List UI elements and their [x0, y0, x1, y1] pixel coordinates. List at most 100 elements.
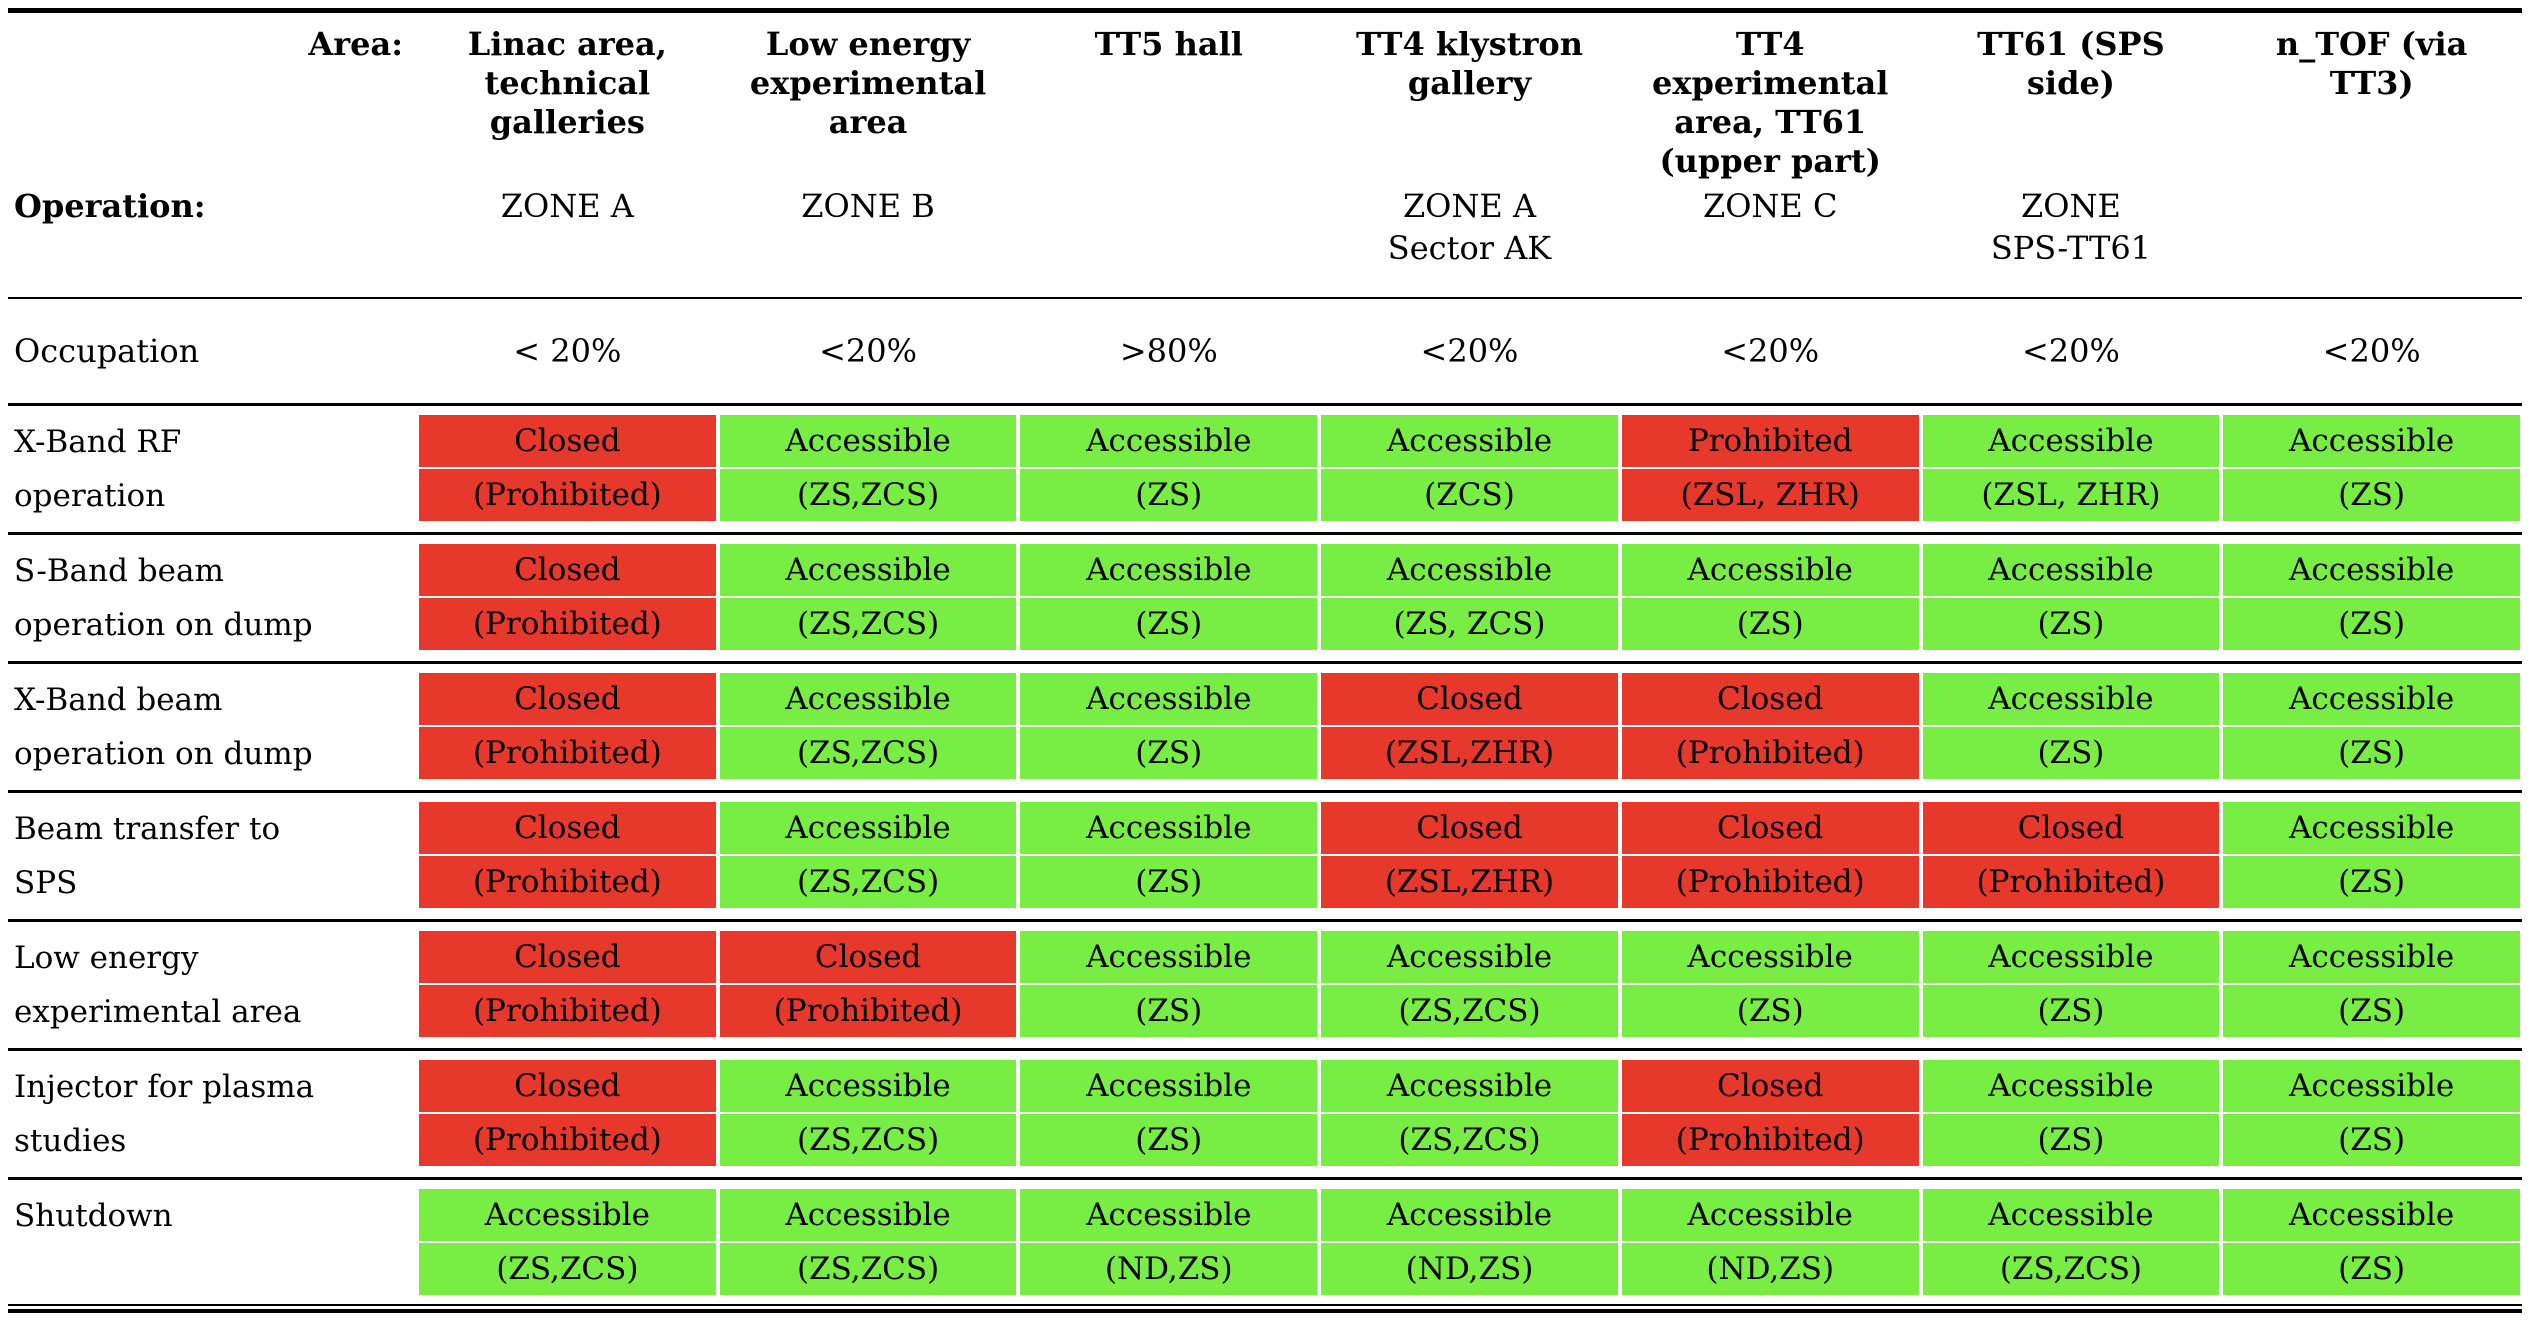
row-rule	[8, 1177, 2522, 1180]
status-text: Closed	[419, 544, 716, 596]
status-cell: Accessible (ND,ZS)	[1621, 1189, 1919, 1295]
status-text: Accessible	[1922, 673, 2220, 725]
status-text: Accessible	[1922, 1189, 2220, 1241]
row-label: Low energy experimental area	[14, 940, 302, 1030]
occupation-value: <20%	[819, 332, 918, 370]
status-cell: Closed (Prohibited)	[419, 415, 716, 523]
status-text: Accessible	[719, 544, 1017, 596]
status-cell: Accessible (ZS)	[1020, 931, 1318, 1039]
status-text: Accessible	[1020, 1189, 1318, 1241]
status-detail: (Prohibited)	[1922, 856, 2220, 908]
table-body: X-Band RF operation Closed (Prohibited) Acc…	[8, 406, 2522, 1304]
zone-label: ZONE SPS-TT61	[1990, 187, 2152, 267]
status-detail: (ZS)	[2223, 598, 2520, 650]
status-cell: Closed (Prohibited)	[419, 1060, 716, 1168]
status-cell: Accessible (ZS)	[1020, 415, 1318, 523]
row-label: Injector for plasma studies	[14, 1069, 315, 1159]
status-cell: Accessible (ZS)	[2223, 544, 2520, 652]
occupation-row: Occupation < 20% <20% >80% <20% <20% <20% <20%	[8, 299, 2522, 403]
status-detail: (ZS,ZCS)	[1321, 985, 1618, 1037]
status-text: Accessible	[1020, 673, 1318, 725]
row-label: Shutdown	[14, 1198, 173, 1234]
zone-label	[1018, 185, 1319, 269]
status-text: Accessible	[719, 1060, 1017, 1112]
status-detail: (ZS)	[2223, 1114, 2520, 1166]
status-cell: Closed (ZSL,ZHR)	[1321, 673, 1618, 781]
status-detail: (Prohibited)	[1621, 727, 1919, 779]
status-cell: Closed (Prohibited)	[419, 931, 716, 1039]
status-cell: Accessible (ZS)	[2223, 673, 2520, 781]
status-text: Accessible	[1321, 931, 1618, 983]
status-detail: (ZS,ZCS)	[719, 1243, 1017, 1295]
status-text: Accessible	[1922, 544, 2220, 596]
status-detail: (ZS)	[1922, 985, 2220, 1037]
table-top-rule	[8, 8, 2522, 13]
column-header: TT61 (SPS side)	[1977, 25, 2165, 102]
status-cell: Accessible (ZS,ZCS)	[719, 673, 1017, 781]
operation-row-label: Operation:	[14, 187, 206, 225]
table-bottom-rule-thick	[8, 1309, 2522, 1313]
status-text: Accessible	[1020, 802, 1318, 854]
status-text: Accessible	[1321, 1060, 1618, 1112]
status-text: Accessible	[2223, 1060, 2520, 1112]
status-detail: (ZS)	[2223, 856, 2520, 908]
status-detail: (ZS)	[2223, 469, 2520, 521]
status-cell: Closed (Prohibited)	[419, 544, 716, 652]
status-cell: Accessible (ND,ZS)	[1321, 1189, 1618, 1295]
status-text: Accessible	[1321, 415, 1618, 467]
status-text: Accessible	[1020, 1060, 1318, 1112]
status-text: Accessible	[1621, 931, 1919, 983]
column-header: TT5 hall	[1094, 25, 1243, 63]
status-cell: Accessible (ZS)	[1020, 1060, 1318, 1168]
status-detail: (ZS)	[1020, 985, 1318, 1037]
status-detail: (ZS,ZCS)	[719, 856, 1017, 908]
status-cell: Accessible (ZS)	[2223, 1060, 2520, 1168]
table-bottom-rule-thin	[8, 1304, 2522, 1306]
status-detail: (Prohibited)	[419, 985, 716, 1037]
status-cell: Closed (Prohibited)	[719, 931, 1017, 1039]
occupation-value: >80%	[1119, 332, 1218, 370]
status-cell: Accessible (ZS)	[1922, 544, 2220, 652]
row-label: X-Band beam operation on dump	[14, 682, 313, 772]
status-cell: Accessible (ZSL, ZHR)	[1922, 415, 2220, 523]
status-cell: Accessible (ZS)	[2223, 1189, 2520, 1295]
status-detail: (ZS,ZCS)	[719, 1114, 1017, 1166]
status-text: Accessible	[719, 802, 1017, 854]
row-rule	[8, 790, 2522, 793]
status-cell: Accessible (ZS)	[1922, 673, 2220, 781]
status-cell: Accessible (ZS,ZCS)	[719, 1060, 1017, 1168]
status-text: Closed	[419, 415, 716, 467]
row-rule	[8, 532, 2522, 535]
row-rule	[8, 1048, 2522, 1051]
occupation-label: Occupation	[14, 332, 200, 370]
table-row: X-Band beam operation on dump Closed (Proh…	[8, 664, 2522, 790]
status-cell: Accessible (ZS)	[1020, 544, 1318, 652]
status-detail: (ZS)	[1922, 598, 2220, 650]
status-detail: (Prohibited)	[1621, 856, 1919, 908]
status-text: Closed	[1621, 802, 1919, 854]
status-cell: Accessible (ZS)	[1922, 1060, 2220, 1168]
status-detail: (ZS)	[1020, 1114, 1318, 1166]
table-row: X-Band RF operation Closed (Prohibited) Acc…	[8, 406, 2522, 532]
table-row: Low energy experimental area Closed (Prohi…	[8, 922, 2522, 1048]
status-detail: (Prohibited)	[719, 985, 1017, 1037]
status-text: Accessible	[719, 673, 1017, 725]
status-detail: (ZS)	[1020, 598, 1318, 650]
status-cell: Accessible (ZS,ZCS)	[419, 1189, 716, 1295]
column-header: Linac area, technical galleries	[467, 25, 667, 141]
status-cell: Accessible (ND,ZS)	[1020, 1189, 1318, 1295]
status-cell: Closed (Prohibited)	[1621, 1060, 1919, 1168]
status-text: Accessible	[1922, 1060, 2220, 1112]
row-rule	[8, 661, 2522, 664]
row-label: X-Band RF operation	[14, 424, 182, 514]
status-detail: (ZS)	[2223, 985, 2520, 1037]
status-text: Closed	[1621, 1060, 1919, 1112]
status-detail: (ZSL,ZHR)	[1321, 856, 1618, 908]
status-detail: (ZS)	[1922, 1114, 2220, 1166]
status-detail: (ZS,ZCS)	[719, 469, 1017, 521]
status-text: Closed	[419, 1060, 716, 1112]
status-cell: Accessible (ZCS)	[1321, 415, 1618, 523]
access-conditions-table: Area: Linac area, technical galleries Low…	[8, 8, 2522, 1313]
status-text: Accessible	[2223, 673, 2520, 725]
table-row: S-Band beam operation on dump Closed (Proh…	[8, 535, 2522, 661]
